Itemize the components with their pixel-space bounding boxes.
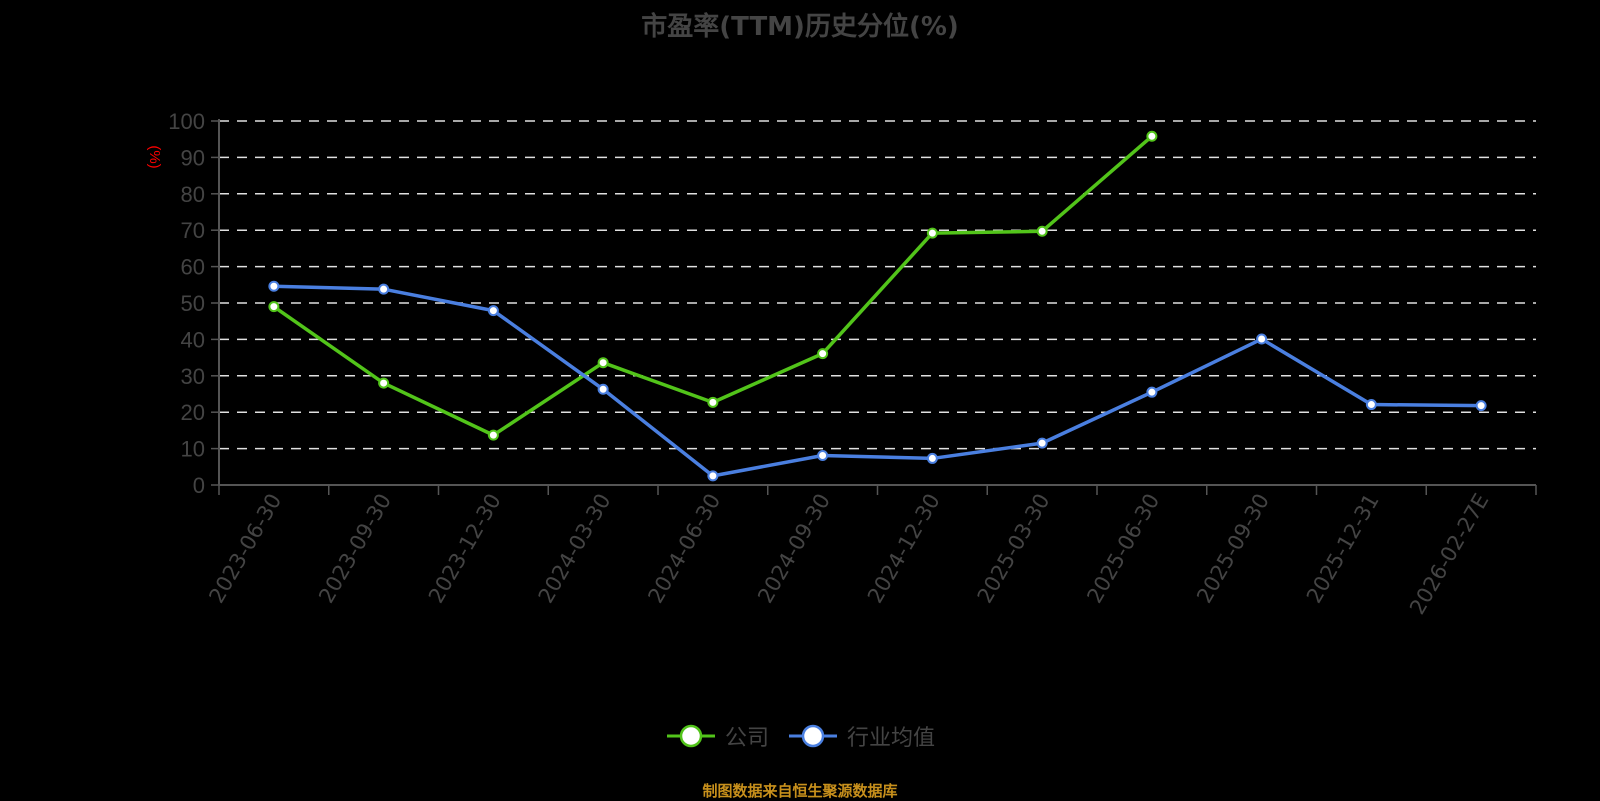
y-tick-label: 10 [181, 437, 205, 462]
data-point[interactable] [487, 305, 499, 317]
data-point[interactable] [378, 377, 390, 389]
data-point[interactable] [817, 450, 829, 462]
data-point[interactable] [1036, 225, 1048, 237]
data-point[interactable] [1365, 399, 1377, 411]
y-tick-label: 50 [181, 291, 205, 316]
data-point[interactable] [378, 283, 390, 295]
data-point[interactable] [1256, 333, 1268, 345]
legend-item-company[interactable]: 公司 [665, 720, 769, 752]
legend-item-industry-average[interactable]: 行业均值 [787, 720, 935, 752]
data-point[interactable] [487, 429, 499, 441]
industry-series-line [273, 284, 1482, 478]
y-tick-label: 20 [181, 400, 205, 425]
y-tick-label: 40 [181, 327, 205, 352]
x-tick-label: 2023-06-30 [204, 490, 286, 608]
data-point[interactable] [817, 348, 829, 360]
x-tick-label: 2025-12-31 [1302, 490, 1384, 608]
x-tick-label: 2025-03-30 [973, 490, 1055, 608]
data-point[interactable] [926, 227, 938, 239]
data-point[interactable] [1146, 130, 1158, 142]
data-source-note: 制图数据来自恒生聚源数据库 [702, 782, 898, 800]
data-point[interactable] [707, 470, 719, 482]
data-point[interactable] [926, 452, 938, 464]
y-tick-label: 80 [181, 182, 205, 207]
x-tick-label: 2024-03-30 [534, 490, 616, 608]
chart-title: 市盈率(TTM)历史分位(%) [641, 12, 959, 42]
data-point[interactable] [1475, 400, 1487, 412]
x-tick-label: 2024-09-30 [753, 490, 835, 608]
y-tick-label: 30 [181, 364, 205, 389]
y-tick-label: 60 [181, 255, 205, 280]
x-tick-label: 2025-06-30 [1082, 490, 1164, 608]
company-series-line [272, 134, 1154, 437]
data-point[interactable] [268, 301, 280, 313]
data-point[interactable] [1036, 437, 1048, 449]
y-axis-unit-label: (%) [146, 145, 163, 168]
legend: 公司 行业均值 [0, 720, 1600, 752]
data-point[interactable] [268, 280, 280, 292]
data-point[interactable] [597, 383, 609, 395]
y-tick-label: 70 [181, 218, 205, 243]
x-tick-label: 2026-02-27E [1405, 490, 1493, 619]
x-tick-label: 2024-06-30 [643, 490, 725, 608]
y-tick-label: 0 [193, 473, 205, 498]
legend-label-company: 公司 [724, 726, 769, 751]
legend-label-industry-average: 行业均值 [847, 726, 936, 751]
data-point[interactable] [707, 396, 719, 408]
x-tick-label: 2025-09-30 [1192, 490, 1274, 608]
x-tick-label: 2023-12-30 [424, 490, 506, 608]
y-tick-label: 100 [168, 109, 205, 134]
data-point[interactable] [1146, 386, 1158, 398]
x-tick-label: 2023-09-30 [314, 490, 396, 608]
y-tick-label: 90 [181, 145, 205, 170]
data-point[interactable] [597, 357, 609, 369]
x-tick-label: 2024-12-30 [863, 490, 945, 608]
company-series-icon [666, 724, 715, 748]
industry-series-icon [789, 724, 837, 748]
